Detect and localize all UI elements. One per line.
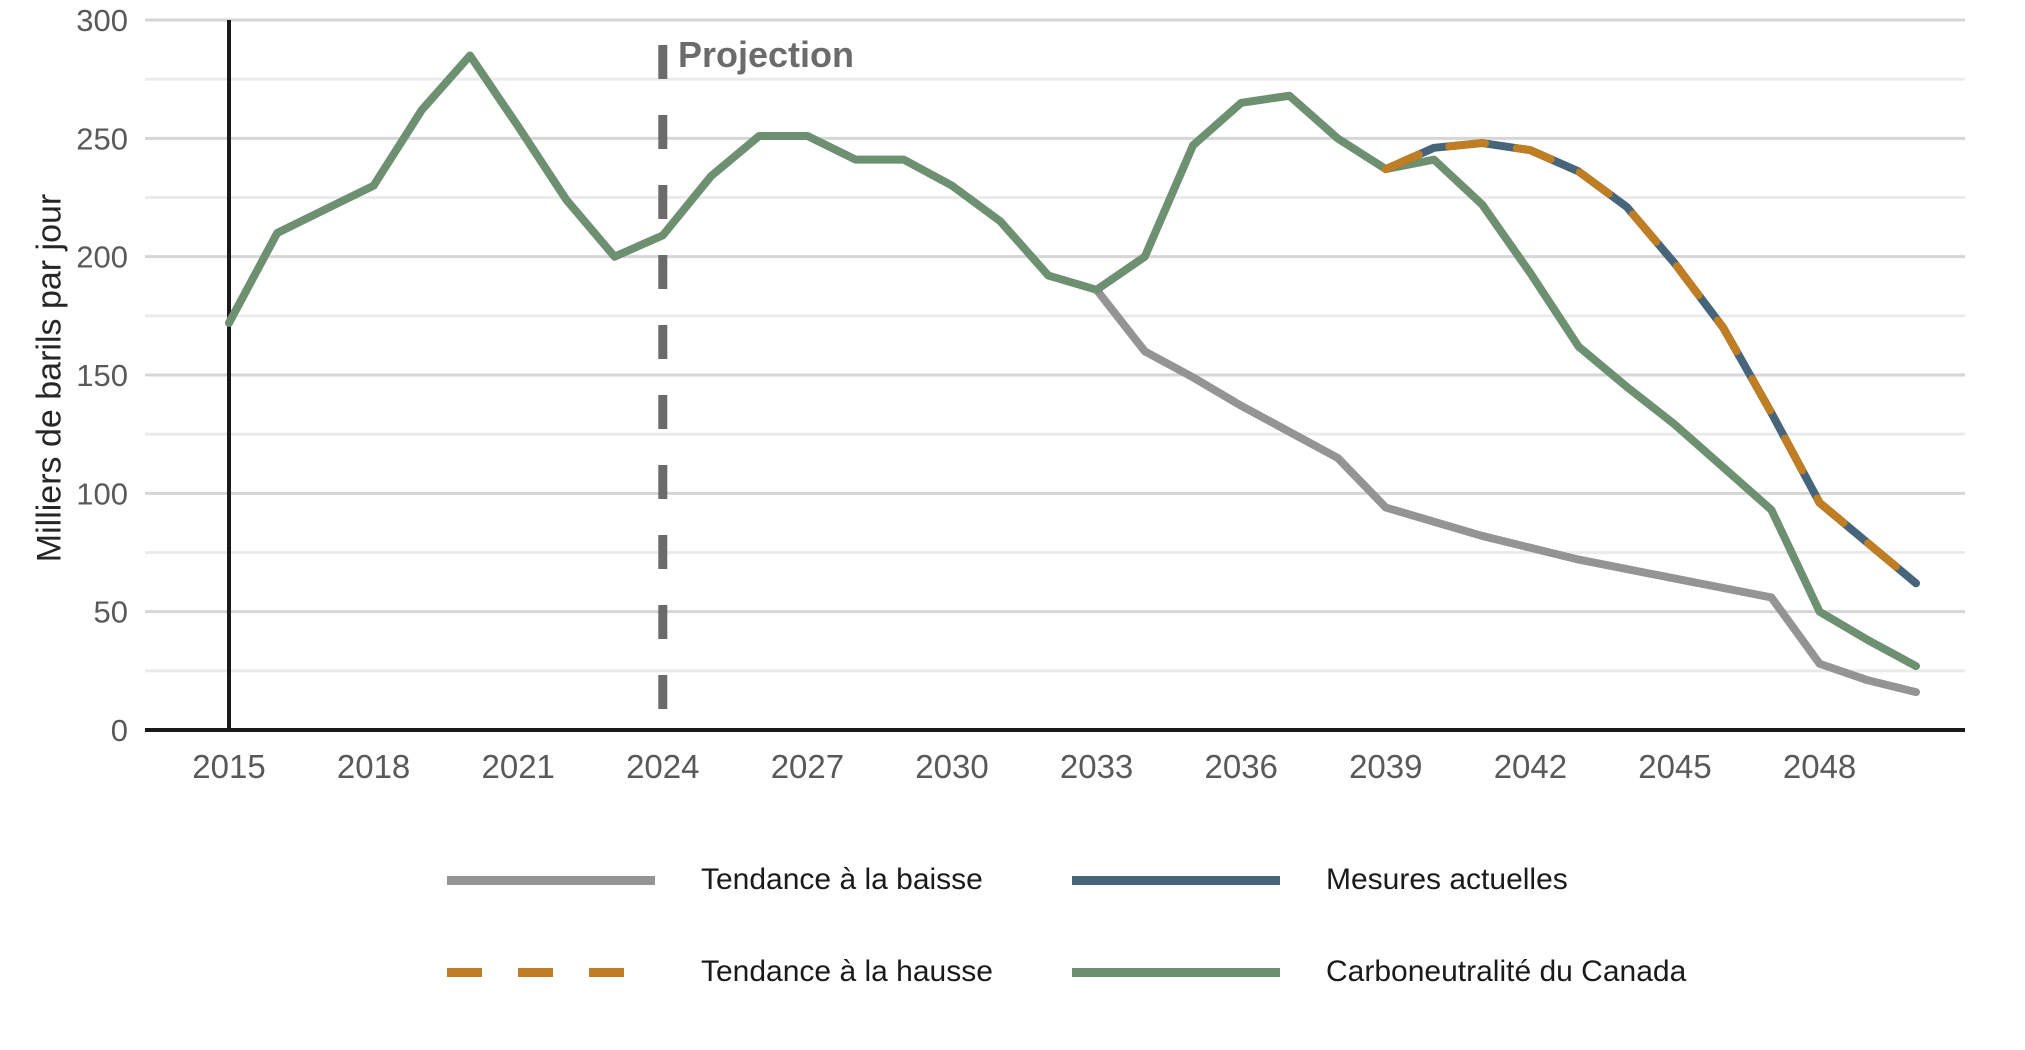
y-tick-label: 100 [76, 476, 128, 511]
projection-label: Projection [678, 34, 855, 75]
legend-label: Tendance à la hausse [701, 955, 993, 988]
y-tick-label: 50 [94, 595, 128, 630]
x-tick-label: 2033 [1060, 748, 1133, 785]
y-tick-label: 300 [76, 3, 128, 38]
legend-swatch-blue [1072, 875, 1280, 885]
x-tick-label: 2015 [192, 748, 265, 785]
line-chart: 0 50 100 150 200 250 300 2015 2018 2021 2024 2027 20… [76, 3, 1965, 785]
x-tick-label: 2042 [1494, 748, 1567, 785]
y-tick-label: 0 [111, 713, 128, 748]
x-tick-label: 2045 [1638, 748, 1711, 785]
legend-item-mesures-actuelles: Mesures actuelles [1072, 861, 1568, 899]
x-tick-label: 2030 [915, 748, 988, 785]
x-tick-label: 2018 [337, 748, 410, 785]
y-axis-title: Milliers de barils par jour [30, 193, 69, 563]
x-tick-label: 2021 [481, 748, 554, 785]
legend-swatch-orange-dashed [447, 967, 655, 977]
legend-item-tendance-baisse: Tendance à la baisse [447, 861, 983, 899]
y-tick-label: 250 [76, 121, 128, 156]
x-tick-label: 2024 [626, 748, 699, 785]
series-line-carboneutralit-du-canada [225, 51, 1920, 671]
x-tick-label: 2039 [1349, 748, 1422, 785]
x-tick-label: 2036 [1204, 748, 1277, 785]
legend-label: Mesures actuelles [1326, 863, 1568, 896]
y-tick-label: 200 [76, 240, 128, 275]
y-tick-label: 150 [76, 358, 128, 393]
legend-label: Carboneutralité du Canada [1326, 955, 1687, 988]
legend-swatch-gray [447, 875, 655, 885]
legend-label: Tendance à la baisse [701, 863, 983, 896]
legend-item-carboneutralite: Carboneutralité du Canada [1072, 953, 1686, 991]
x-tick-label: 2048 [1783, 748, 1856, 785]
series-line-tendance-la-hausse [1381, 139, 1920, 588]
x-tick-label: 2027 [771, 748, 844, 785]
legend-swatch-green [1072, 967, 1280, 977]
series-line-tendance-la-baisse [1092, 285, 1920, 697]
legend-item-tendance-hausse: Tendance à la hausse [447, 953, 993, 991]
